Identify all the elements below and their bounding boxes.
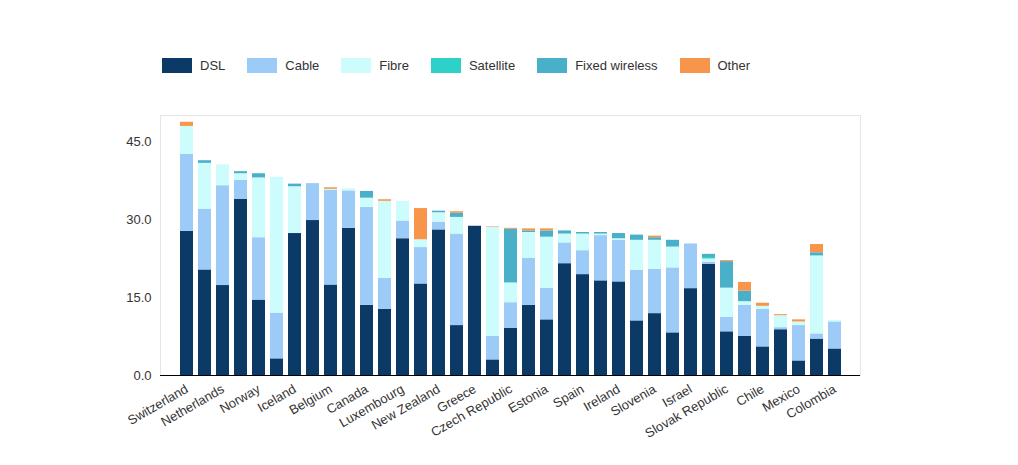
svg-text:Czech Republic: Czech Republic [428,381,515,440]
html-text:Other: Other [717,57,750,73]
svg-text:Iceland: Iceland [254,381,299,416]
svg-text:New Zealand: New Zealand [368,381,443,433]
svg-text:Greece: Greece [434,381,479,416]
svg-text:Israel: Israel [659,381,695,411]
svg-text:45.0: 45.0 [126,134,151,149]
svg-text:Ireland: Ireland [580,381,623,414]
svg-text:Colombia: Colombia [784,381,840,422]
svg-text:Luxembourg: Luxembourg [336,381,407,431]
svg-text:Slovak Republic: Slovak Republic [642,381,731,441]
html-text:DSL: DSL [200,57,226,73]
svg-text:Mexico: Mexico [759,381,803,415]
html-text:Fibre: Fibre [379,57,409,73]
svg-text:Chile: Chile [733,381,767,409]
html-text:Cable: Cable [285,57,320,73]
svg-text:Belgium: Belgium [286,381,335,418]
svg-text:Spain: Spain [550,381,586,411]
svg-text:Switzerland: Switzerland [124,381,191,428]
svg-text:30.0: 30.0 [126,212,151,227]
svg-text:0.0: 0.0 [133,368,151,383]
svg-text:Netherlands: Netherlands [158,381,227,429]
svg-text:15.0: 15.0 [126,290,151,305]
svg-text:Estonia: Estonia [506,381,552,416]
svg-text:Slovenia: Slovenia [608,381,659,419]
svg-text:Canada: Canada [323,381,371,417]
html-text:Satellite: Satellite [468,57,516,73]
html-text:Fixed wireless: Fixed wireless [575,57,658,73]
svg-text:Norway: Norway [217,381,263,416]
